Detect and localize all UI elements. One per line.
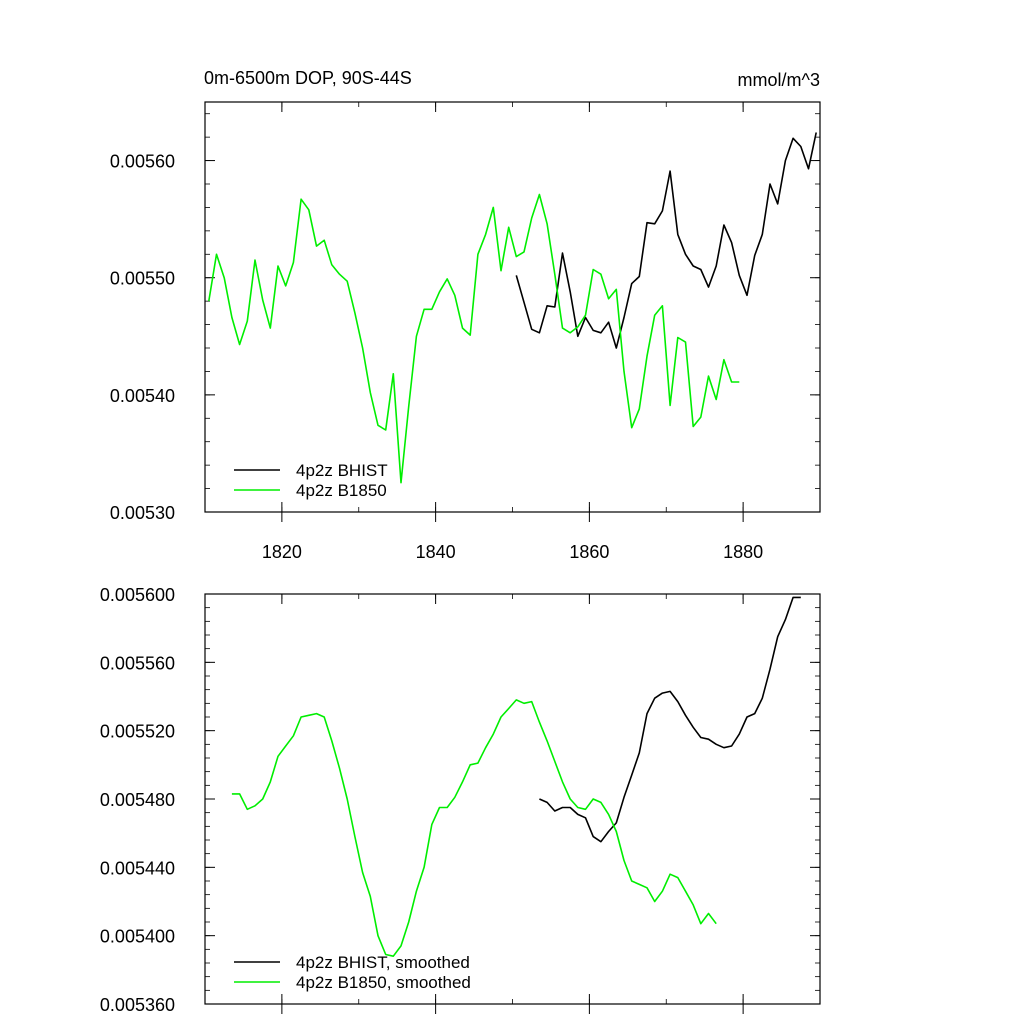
y-tick-label: 0.005520 [100,722,175,742]
series-line-0 [515,132,817,349]
y-tick-label: 0.005400 [100,927,175,947]
series-line-0 [539,596,801,843]
x-tick-label: 1820 [262,542,302,562]
top-panel-title: 0m-6500m DOP, 90S-44S [204,68,412,88]
y-tick-label: 0.00560 [110,152,175,172]
y-tick-label: 0.005480 [100,790,175,810]
x-tick-label: 1880 [723,542,763,562]
y-tick-label: 0.005440 [100,858,175,878]
x-tick-label: 1840 [416,542,456,562]
legend-label-bhist: 4p2z BHIST [296,461,388,480]
legend-label-b1850-smoothed: 4p2z B1850, smoothed [296,973,471,992]
y-tick-label: 0.005360 [100,995,175,1015]
y-tick-label: 0.00530 [110,503,175,523]
series-line-1 [208,193,740,484]
bottom-panel-legend: 4p2z BHIST, smoothed 4p2z B1850, smoothe… [234,953,471,992]
legend-label-b1850: 4p2z B1850 [296,481,387,500]
top-panel-units: mmol/m^3 [738,70,820,90]
y-tick-label: 0.005600 [100,585,175,605]
bottom-panel-marks: 0.005360 0.005400 0.005440 0.005480 0.005520… [100,585,821,1015]
y-tick-label: 0.00550 [110,269,175,289]
legend-label-bhist-smoothed: 4p2z BHIST, smoothed [296,953,470,972]
top-panel-frame [204,101,821,513]
top-panel-legend: 4p2z BHIST 4p2z B1850 [234,461,388,500]
bottom-panel: 0.005360 0.005400 0.005440 0.005480 0.005520… [100,585,821,1015]
y-tick-label: 0.00540 [110,386,175,406]
bottom-panel-frame [204,593,821,1005]
top-panel: 0m-6500m DOP, 90S-44S mmol/m^3 1820 1840 1… [110,68,821,562]
top-panel-marks: 1820 1840 1860 1880 0.00530 0.00540 0.00550 0.0… [110,102,821,562]
y-tick-label: 0.005560 [100,653,175,673]
x-tick-label: 1860 [569,542,609,562]
series-line-1 [231,699,717,958]
